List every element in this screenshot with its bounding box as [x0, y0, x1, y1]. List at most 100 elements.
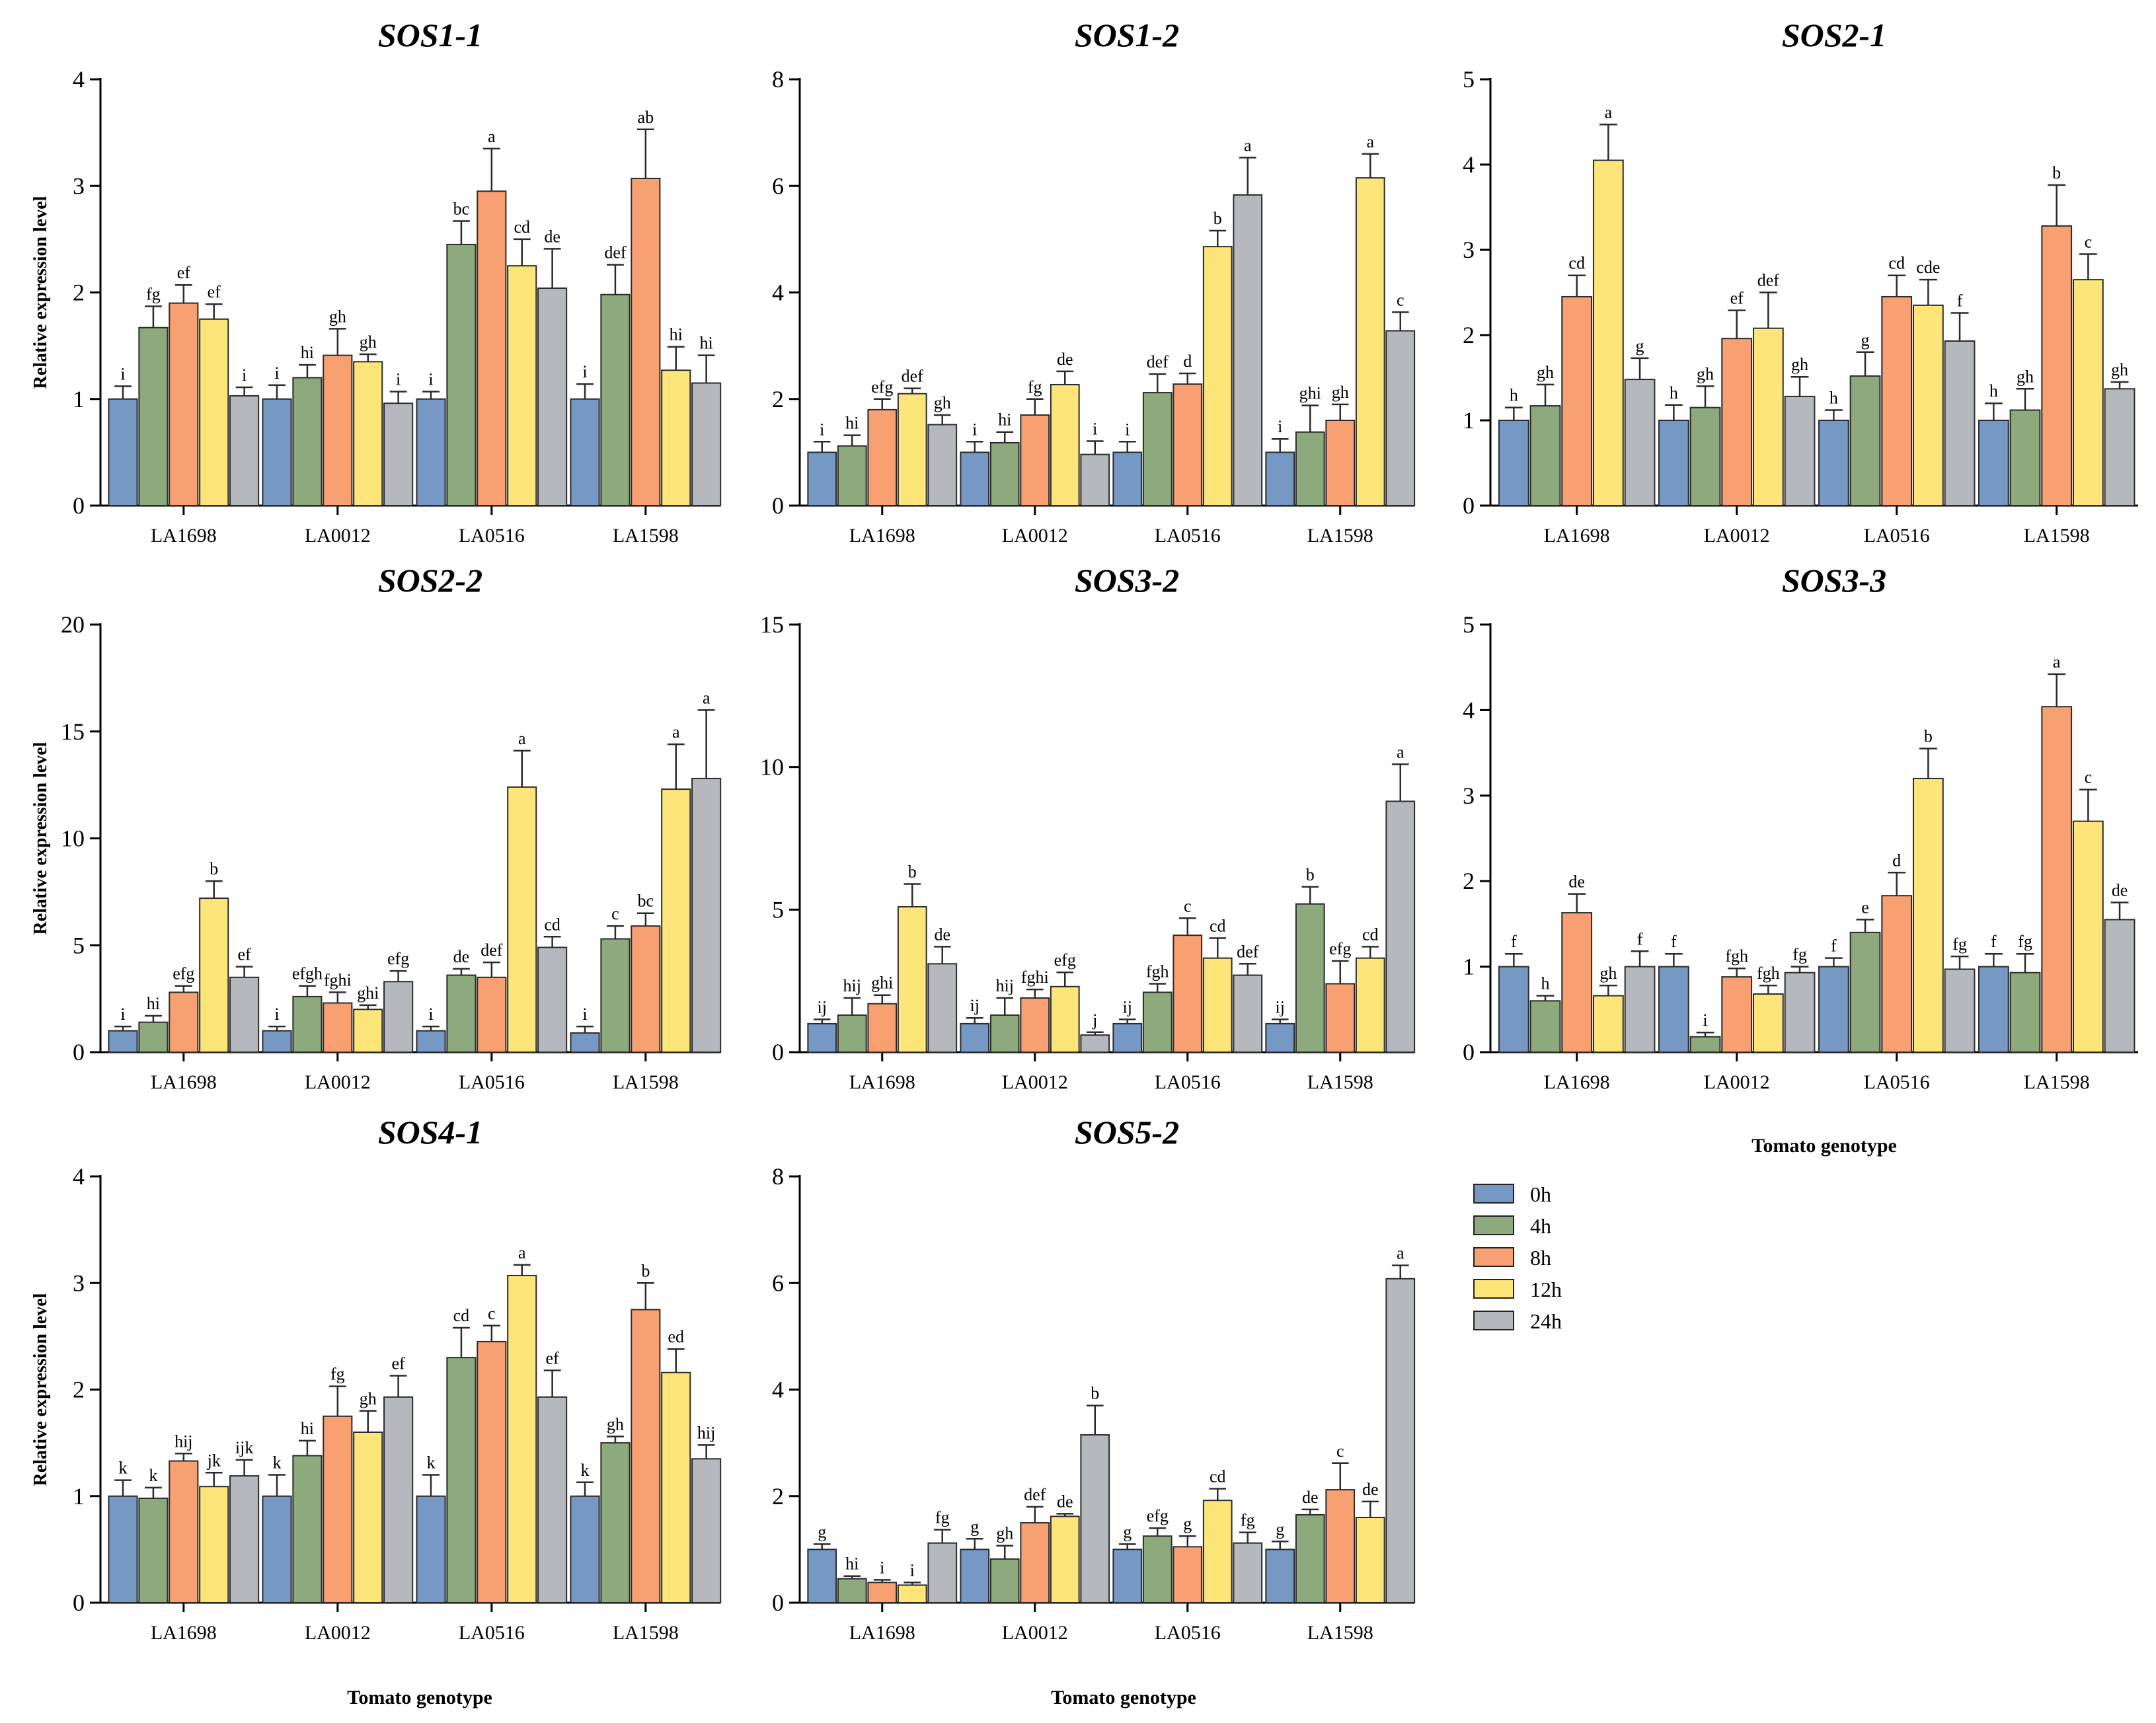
- panel-title: SOS5-2: [1075, 1114, 1179, 1151]
- x-tick-label-la1698: LA1698: [1544, 1071, 1610, 1093]
- significance-label: hi: [670, 325, 683, 344]
- bar-la0012-0h: [960, 1549, 990, 1603]
- y-tick-label: 1: [73, 386, 85, 412]
- bar-la0516-24h: [1233, 974, 1263, 1053]
- bar-la0516-24h: [537, 946, 568, 1053]
- bar-la1598-0h: [1265, 1549, 1295, 1603]
- legend-item-0h: 0h: [1473, 1182, 1551, 1206]
- significance-label: efg: [1147, 1506, 1169, 1525]
- bar-la0012-24h: [383, 981, 414, 1053]
- significance-label: a: [1244, 136, 1252, 155]
- bar-la0012-12h: [1050, 383, 1080, 507]
- y-tick-label: 2: [1463, 868, 1475, 894]
- x-tick-label-la0516: LA0516: [1155, 525, 1221, 547]
- panel-title: SOS1-1: [378, 17, 482, 54]
- bar-la0516-12h: [507, 1274, 537, 1604]
- bar-la1598-4h: [2009, 972, 2041, 1053]
- y-tick-label: 0: [73, 1589, 85, 1616]
- bar-la0516-4h: [446, 974, 477, 1053]
- x-tick-label-la1598: LA1598: [2024, 1071, 2090, 1093]
- bar-la0012-12h: [1050, 1515, 1080, 1603]
- panel-title: SOS3-2: [1075, 562, 1179, 599]
- significance-label: j: [1092, 1011, 1097, 1030]
- bar-la0516-24h: [1944, 340, 1976, 507]
- significance-label: b: [1306, 865, 1315, 884]
- bar-la1598-24h: [691, 1458, 722, 1603]
- bar-la1698-0h: [108, 398, 138, 506]
- x-tick-label-la0516: LA0516: [1155, 1622, 1221, 1644]
- significance-label: a: [703, 688, 711, 707]
- bar-la0012-12h: [1752, 993, 1784, 1053]
- significance-label: ij: [970, 996, 979, 1015]
- significance-label: gh: [607, 1414, 624, 1434]
- significance-label: g: [1636, 336, 1644, 356]
- significance-label: efg: [387, 949, 409, 968]
- bar-la1598-4h: [1295, 1513, 1325, 1603]
- x-axis-title-sos3-3: Tomato genotype: [1752, 1135, 1897, 1157]
- significance-label: c: [2085, 768, 2093, 787]
- bar-la1598-0h: [570, 398, 600, 506]
- bar-la0012-4h: [1689, 1036, 1721, 1053]
- bar-la0516-12h: [1202, 246, 1233, 506]
- significance-label: gh: [1537, 363, 1554, 382]
- legend: 0h 4h 8h 12h 24h: [1473, 1182, 1562, 1333]
- x-tick-label-la0012: LA0012: [1002, 1071, 1068, 1093]
- legend-item-8h: 8h: [1473, 1246, 1551, 1270]
- bar-la0012-24h: [1080, 1034, 1110, 1053]
- bar-la1598-24h: [2104, 919, 2136, 1053]
- y-tick-label: 6: [772, 172, 784, 199]
- bar-la0012-12h: [1752, 327, 1784, 506]
- bar-la1698-24h: [927, 963, 958, 1053]
- significance-label: gh: [1332, 383, 1349, 402]
- x-tick-label-la0012: LA0012: [1704, 1071, 1770, 1093]
- y-tick-label: 1: [1463, 954, 1475, 980]
- significance-label: k: [149, 1466, 157, 1485]
- bar-la1698-24h: [229, 976, 260, 1053]
- legend-swatch-24h: [1473, 1311, 1514, 1330]
- significance-label: de: [1057, 1492, 1073, 1511]
- bar-la0012-8h: [1020, 414, 1050, 506]
- bar-la1598-8h: [1325, 420, 1356, 506]
- significance-label: fghi: [324, 970, 352, 989]
- bar-la1698-4h: [837, 1578, 867, 1603]
- bar-la1698-4h: [138, 1497, 169, 1604]
- significance-label: c: [611, 904, 619, 923]
- significance-label: i: [1093, 419, 1097, 438]
- significance-label: hi: [998, 410, 1011, 430]
- bar-la0516-0h: [416, 1030, 446, 1053]
- significance-label: hi: [301, 1419, 314, 1438]
- bar-la1698-4h: [138, 1021, 169, 1053]
- x-tick-label-la1698: LA1698: [151, 1622, 217, 1644]
- significance-label: cd: [1210, 1467, 1226, 1486]
- significance-label: ef: [208, 282, 221, 301]
- bar-la1698-8h: [867, 1582, 898, 1604]
- bar-la1698-8h: [169, 1460, 199, 1604]
- bar-la0516-0h: [1112, 1022, 1143, 1053]
- bar-la1698-4h: [1529, 1000, 1561, 1053]
- significance-label: gh: [360, 332, 377, 352]
- significance-label: k: [427, 1453, 436, 1473]
- panel-sos1-1: SOS1-1 Relative expression level 0 1 2 3 4 LA16…: [30, 17, 722, 547]
- significance-label: k: [273, 1453, 282, 1473]
- x-tick-label-la1598: LA1598: [2024, 525, 2090, 547]
- bar-la0012-8h: [1721, 976, 1753, 1053]
- panel-sos2-1: SOS2-1012345LA1698hghcdagLA0012hghefdefg…: [1463, 17, 2138, 547]
- bar-la0012-0h: [262, 1495, 292, 1603]
- significance-label: ab: [638, 108, 654, 127]
- significance-label: b: [210, 859, 218, 878]
- bar-la1698-0h: [807, 1549, 837, 1603]
- x-tick-label-la1598: LA1598: [1307, 525, 1373, 547]
- bar-la0012-24h: [1080, 453, 1110, 506]
- significance-label: i: [428, 1005, 433, 1024]
- x-tick-label-la0012: LA0012: [1002, 525, 1068, 547]
- significance-label: k: [581, 1461, 590, 1480]
- y-tick-label: 5: [1463, 611, 1475, 638]
- significance-label: h: [1670, 383, 1678, 402]
- significance-label: efg: [871, 377, 893, 397]
- bar-la0516-8h: [1881, 295, 1913, 506]
- y-tick-label: 2: [73, 280, 85, 306]
- bar-la1598-4h: [600, 938, 631, 1053]
- bar-la1598-12h: [1355, 957, 1385, 1053]
- bar-la1698-8h: [169, 302, 199, 506]
- significance-label: f: [1831, 937, 1837, 956]
